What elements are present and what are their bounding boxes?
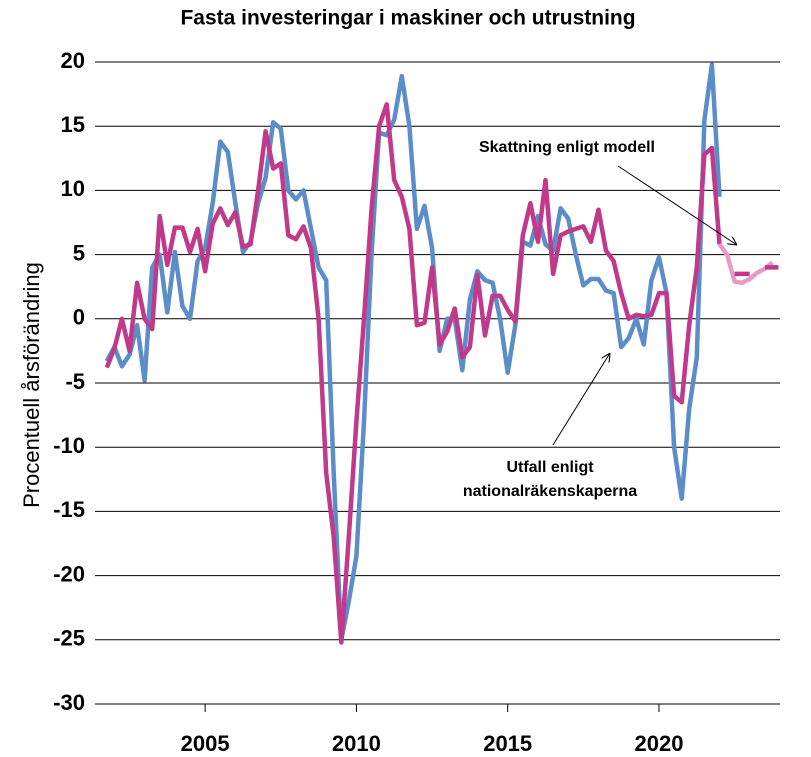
y-tick-label: -30 (53, 690, 85, 715)
series-line (104, 62, 722, 643)
chart-title: Fasta investeringar i maskiner och utrus… (180, 7, 635, 30)
y-tick-label: -15 (53, 497, 85, 522)
y-tick-label: 0 (73, 305, 85, 330)
y-tick-label: -5 (65, 369, 85, 394)
arrow (617, 165, 737, 245)
grid (95, 61, 780, 712)
series-line (717, 242, 774, 286)
y-tick-label: 15 (61, 112, 85, 137)
annotation: Skattning enligt modell (479, 139, 655, 156)
annotation: nationalräkenskaperna (463, 483, 637, 500)
x-tick-label: 2010 (332, 731, 381, 756)
x-tick-label: 2015 (483, 731, 532, 756)
annotation: Utfall enligt (506, 459, 594, 476)
series-line (104, 102, 722, 645)
series-line (734, 265, 779, 277)
y-tick-label: -20 (53, 561, 85, 586)
arrow (552, 353, 610, 446)
x-tick-label: 2005 (181, 731, 230, 756)
y-tick-label: 10 (61, 176, 85, 201)
y-tick-label: -25 (53, 626, 85, 651)
y-tick-label: -10 (53, 433, 85, 458)
y-axis-label: Procentuell årsförändring (19, 262, 44, 508)
y-tick-label: 5 (73, 240, 85, 265)
plot (104, 62, 779, 645)
x-tick-label: 2020 (634, 731, 683, 756)
y-tick-label: 20 (61, 48, 85, 73)
